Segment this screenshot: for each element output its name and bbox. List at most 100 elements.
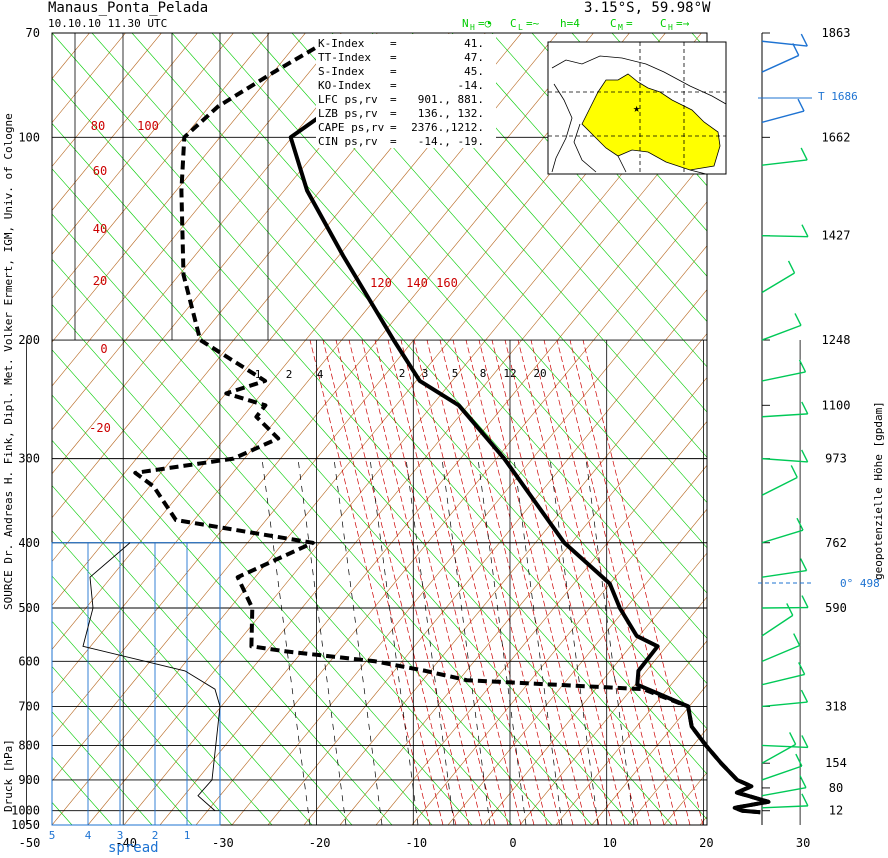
wind-barb [761, 159, 808, 166]
freezing-level-label: 0° 498 [840, 577, 880, 590]
pressure-tick-label: 700 [18, 699, 40, 713]
dry-adiabat-line [375, 420, 707, 825]
ko-index-eq: = [390, 79, 397, 92]
cape-eq: = [390, 121, 397, 134]
dry-adiabat-line [52, 33, 594, 694]
moist-adiabat-line [582, 339, 704, 825]
wind-barb-flag [797, 98, 805, 112]
station-position: 3.15°S, 59.98°W [584, 0, 711, 16]
height-tick-label: 1863 [822, 26, 851, 40]
wind-barb [761, 744, 808, 749]
height-tick-label: 1662 [822, 130, 851, 144]
mixing-ratio-line [369, 458, 419, 825]
wind-barb-flag [795, 753, 803, 767]
theta-label: 40 [93, 222, 107, 236]
wind-barb-flag [796, 517, 804, 531]
wind-barb [761, 272, 795, 294]
dry-adiabat-line [52, 33, 342, 387]
legend-nh-sub: H [470, 23, 475, 32]
wind-barb-flag [789, 732, 797, 745]
wind-barb [761, 529, 804, 544]
theta-e-label: 160 [436, 276, 458, 290]
lzb-eq: = [390, 107, 397, 120]
dry-adiabat-line [52, 33, 666, 782]
moist-adiabat-line [400, 339, 522, 825]
theta-e-line [52, 530, 313, 825]
moist-adiabat-line [413, 339, 535, 825]
mixing-ratio-line [261, 458, 311, 825]
spread-axis-title: spread [108, 840, 159, 856]
mixing-ratio-line [441, 458, 491, 825]
wind-barb [761, 673, 805, 686]
height-tick-label: 154 [825, 756, 847, 770]
mixing-ratio-line [297, 458, 347, 825]
lfc-value: 901., 881. [418, 93, 484, 106]
pressure-tick-label: 400 [18, 536, 40, 550]
moist-adiabat-line [322, 339, 444, 825]
wind-barb-flag [790, 465, 798, 478]
dry-adiabat-line [555, 640, 707, 825]
height-tick-label: 973 [825, 452, 847, 466]
wind-barb [761, 457, 808, 463]
cin-eq: = [390, 135, 397, 148]
index-box-bg [316, 34, 496, 148]
pressure-tick-label: 300 [18, 452, 40, 466]
temperature-tick-label: -40 [115, 836, 137, 850]
source-credit: SOURCE Dr. Andreas H. Fink, Dipl. Met. V… [2, 113, 15, 610]
theta-label: 0 [100, 342, 107, 356]
wind-barb-flag [800, 558, 808, 571]
dry-adiabat-line [519, 596, 707, 825]
theta-e-line [52, 304, 513, 825]
legend-ch-sub: H [668, 23, 673, 32]
mixing-ratio-label: 5 [452, 367, 459, 380]
wind-barb-flag [793, 633, 801, 646]
cloud-legend: N H =◔ C L =~ h=4 C M = C H =→ [462, 17, 690, 32]
moist-adiabat-line [374, 339, 496, 825]
height-tick-label: 80 [829, 781, 843, 795]
moist-adiabat-line [335, 339, 457, 825]
theta-e-line [52, 394, 433, 825]
lfc-eq: = [390, 93, 397, 106]
wind-barb-flag [801, 735, 809, 748]
dry-adiabat-line [447, 508, 707, 825]
theta-e-line [291, 33, 707, 503]
height-tick-label: 1100 [822, 398, 851, 412]
legend-cl-icon: =~ [526, 17, 540, 30]
stability-indices: K-Index = 41. TT-Index = 47. S-Index = 4… [316, 34, 496, 148]
theta-e-line [371, 33, 707, 413]
temperature-tick-label: -50 [19, 836, 41, 850]
moist-adiabat-line [504, 339, 626, 825]
mixing-ratio-label: 2 [399, 367, 406, 380]
moist-adiabat-line [309, 339, 431, 825]
theta-e-line [52, 168, 633, 825]
theta-e-line [52, 349, 473, 825]
wind-barb-flag [787, 260, 796, 274]
spread-panel: 5 4 3 2 1 [49, 542, 221, 842]
wind-barb-flag [798, 662, 806, 675]
wind-barb [761, 371, 806, 382]
wind-barb [761, 235, 808, 238]
legend-ch: C [660, 17, 667, 30]
wind-barb [761, 569, 807, 578]
theta-e-line [52, 620, 233, 825]
moist-adiabat-line [439, 339, 561, 825]
dry-adiabat-line [736, 0, 888, 825]
moist-adiabat-line [465, 339, 587, 825]
height-tick-label: 762 [825, 536, 847, 550]
mixing-ratio-label: 3 [422, 367, 429, 380]
wind-barb-flag [798, 359, 807, 373]
pressure-tick-label: 800 [18, 738, 40, 752]
dry-adiabat-line [123, 113, 707, 825]
moist-adiabat-line [348, 339, 470, 825]
temperature-tick-label: -10 [405, 836, 427, 850]
wind-barb-flag [800, 689, 809, 703]
mixing-ratio-label: 2 [286, 368, 293, 381]
mixing-ratio-label: 20 [533, 367, 546, 380]
theta-e-line [52, 485, 353, 825]
adiabat-lines [52, 0, 888, 825]
map-station-star-icon: ★ [633, 101, 640, 115]
dry-adiabat-line [52, 33, 306, 343]
dry-adiabat-line [52, 33, 486, 563]
s-index-label: S-Index [318, 65, 365, 78]
